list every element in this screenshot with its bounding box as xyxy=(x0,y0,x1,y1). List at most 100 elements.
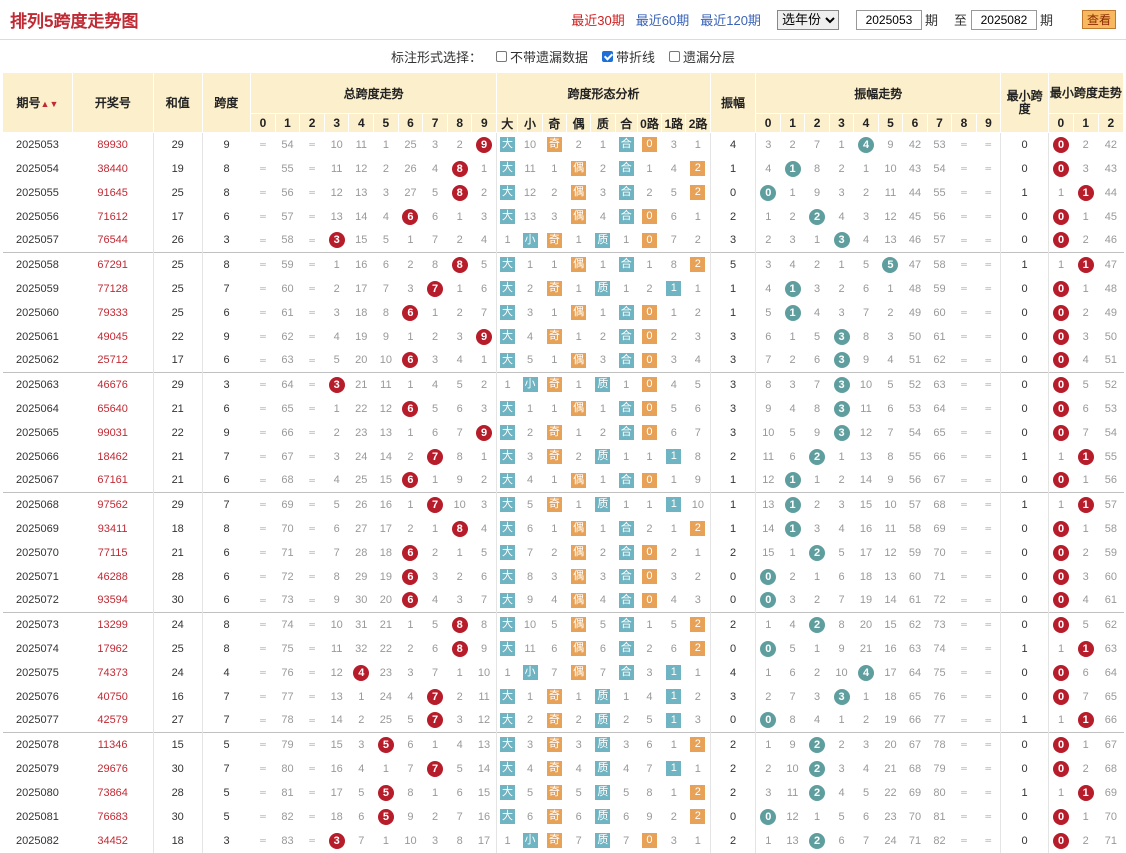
amp-miss-cell: 67 xyxy=(902,732,928,757)
amplitude-cell: 3 xyxy=(709,684,756,709)
span-cell: 8 xyxy=(201,636,251,661)
shape-block-value: 合 xyxy=(618,329,634,344)
issue-cell: 2025066 xyxy=(16,450,59,463)
issue-cell: 2025080 xyxy=(16,786,59,799)
shape-miss-cell: 6 xyxy=(670,210,677,223)
min-span-ball-value: 1 xyxy=(1077,256,1094,273)
shape-block: 奇 xyxy=(542,492,567,517)
sum-cell: 24 xyxy=(152,612,202,637)
shape-block: 大 xyxy=(496,780,518,805)
span-ball-value: 6 xyxy=(402,304,419,321)
from-issue-input[interactable] xyxy=(855,9,922,30)
draw-cell: 42579 xyxy=(97,714,128,727)
layers-checkbox[interactable] xyxy=(669,50,681,62)
amp-miss-cell: 57 xyxy=(902,492,928,517)
amp-miss-cell: 1 xyxy=(755,660,781,685)
shape-block: 小 xyxy=(518,829,542,853)
shape-block: 2 xyxy=(685,252,711,277)
shape-block: 大 xyxy=(496,300,518,325)
amp-miss-cell: 82 xyxy=(933,834,946,847)
amp-miss-cell: 3 xyxy=(813,522,821,535)
no-miss-option[interactable]: 不带遗漏数据 xyxy=(495,47,588,66)
recent-120-link[interactable]: 最近120期 xyxy=(700,13,761,28)
span-miss-cell: 4 xyxy=(422,372,448,397)
span-miss-cell: 75 xyxy=(281,642,294,655)
shape-miss-cell: 3 xyxy=(670,570,677,583)
amp-miss-cell: 18 xyxy=(884,690,897,703)
table-row: 2025063 46676 29 3 ═ 64 ═ 3 21 11 1 4 5 2 1 小奇 1 质 1 0 4 5 3 8 3… xyxy=(2,372,1124,397)
table-head: 期号▲▼ 开奖号 和值 跨度 总跨度走势 跨度形态分析 振幅 振幅走势 最小跨度… xyxy=(2,72,1125,133)
amp-miss-cell: ═ xyxy=(976,612,1001,637)
shape-block-value: 奇 xyxy=(546,329,562,344)
span-ball: 9 xyxy=(471,132,497,157)
layers-label: 遗漏分层 xyxy=(683,49,736,65)
min-span-ball-value: 0 xyxy=(1053,808,1070,825)
issue-header[interactable]: 期号▲▼ xyxy=(2,72,73,133)
amplitude-cell: 1 xyxy=(709,156,756,181)
span-ball-value: 6 xyxy=(402,400,419,417)
span-ball: 7 xyxy=(422,492,448,517)
min-span-miss-cell: 55 xyxy=(1104,450,1117,463)
span-miss-cell: ═ xyxy=(250,492,276,517)
amp-miss-cell: ═ xyxy=(985,692,992,701)
span-miss-cell: 69 xyxy=(275,492,300,517)
shape-block-value: 1 xyxy=(666,689,682,704)
options-label: 标注形式选择： xyxy=(390,49,482,65)
amp-miss-cell: ═ xyxy=(985,644,992,653)
query-button[interactable]: 查看 xyxy=(1081,10,1116,29)
table-row: 2025067 67161 21 6 ═ 68 ═ 4 25 15 6 1 9 2 大 4 1 偶 1 合 0 1 9 1 12… xyxy=(3,468,1124,493)
shape-block: 奇 xyxy=(542,372,567,397)
shape-block: 偶 xyxy=(566,349,590,373)
amp-miss-cell: ═ xyxy=(961,284,967,293)
shape-miss-cell: 3 xyxy=(551,210,558,223)
span-ball-value: 7 xyxy=(427,496,444,513)
shape-block-value: 质 xyxy=(595,833,611,848)
shape-miss-cell: 1 xyxy=(646,450,653,463)
polyline-option[interactable]: 带折线 xyxy=(602,47,655,66)
draw-cell: 77128 xyxy=(97,282,128,295)
shape-block: 奇 xyxy=(542,685,566,709)
min-span-ball: 0 xyxy=(1047,396,1074,421)
no-miss-checkbox[interactable] xyxy=(495,50,507,62)
span-miss-cell: 12 xyxy=(477,714,491,727)
polyline-checkbox[interactable] xyxy=(602,50,613,62)
span-ball: 3 xyxy=(324,229,349,253)
span-miss-cell: 5 xyxy=(407,714,414,727)
amp-ball: 3 xyxy=(829,372,854,397)
amplitude-cell: 3 xyxy=(709,348,756,373)
shape-miss-cell: 1 xyxy=(623,234,630,247)
recent-30-link[interactable]: 最近30期 xyxy=(571,13,625,28)
span-miss-cell: 9 xyxy=(480,642,488,655)
layers-option[interactable]: 遗漏分层 xyxy=(669,47,735,66)
span-ball-value: 6 xyxy=(402,592,419,609)
amp-miss-cell: 66 xyxy=(908,714,922,727)
span-miss-cell: 55 xyxy=(281,162,294,175)
min-span-ball-value: 0 xyxy=(1053,328,1070,345)
amp-ball-value: 3 xyxy=(833,328,850,345)
issue-unit-label: 期 xyxy=(924,13,938,28)
recent-60-link[interactable]: 最近60期 xyxy=(635,13,690,28)
min-span-ball-value: 1 xyxy=(1077,496,1094,513)
sum-cell: 22 xyxy=(152,324,202,349)
year-select[interactable]: 选年份 xyxy=(776,9,839,30)
shape-miss-cell: 5 xyxy=(517,492,543,517)
span-miss-cell: ═ xyxy=(299,492,325,517)
amp-miss-cell: ═ xyxy=(951,732,977,757)
shape-block-value: 质 xyxy=(595,497,611,513)
amp-miss-cell: 3 xyxy=(838,186,845,199)
amp-miss-cell: 2 xyxy=(813,594,821,607)
amp-miss-cell: 81 xyxy=(933,810,946,823)
amp-miss-cell: 15 xyxy=(853,492,879,517)
span-ball-value: 7 xyxy=(427,760,444,777)
shape-miss-cell: 3 xyxy=(599,570,606,583)
amp-miss-cell: 7 xyxy=(804,132,830,157)
amp-miss-cell: 11 xyxy=(786,786,799,799)
shape-block: 合 xyxy=(615,469,637,493)
shape-block: 1 xyxy=(662,445,686,469)
issue-cell: 2025069 xyxy=(16,522,59,535)
shape-block: 合 xyxy=(615,325,637,349)
amp-miss-cell: 1 xyxy=(838,714,845,727)
amp-miss-cell: 5 xyxy=(813,330,821,343)
amp-miss-cell: 4 xyxy=(813,306,821,319)
to-issue-input[interactable] xyxy=(970,9,1037,30)
